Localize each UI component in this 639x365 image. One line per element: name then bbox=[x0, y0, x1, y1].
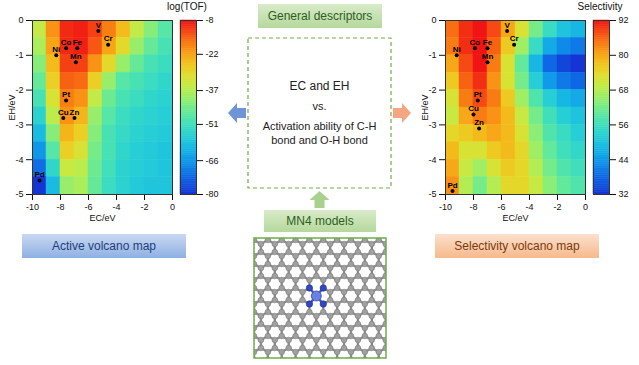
html-text:Activation ability of C-H bond: Activation ability of C-H bond and O-H b… bbox=[262, 120, 377, 146]
svg-text:-2: -2 bbox=[140, 202, 148, 212]
svg-text:V: V bbox=[504, 21, 510, 30]
svg-text:-8: -8 bbox=[469, 202, 477, 212]
svg-text:-1: -1 bbox=[15, 50, 23, 60]
svg-text:56: 56 bbox=[619, 120, 629, 130]
html-text:Selectivity volcano map: Selectivity volcano map bbox=[454, 239, 580, 253]
svg-text:Cr: Cr bbox=[104, 34, 113, 43]
svg-text:-8: -8 bbox=[206, 15, 214, 25]
svg-text:-2: -2 bbox=[428, 85, 436, 95]
svg-text:Zn: Zn bbox=[70, 108, 80, 117]
svg-text:92: 92 bbox=[619, 15, 629, 25]
html-text:Active volcano map: Active volcano map bbox=[52, 239, 156, 253]
svg-text:-3: -3 bbox=[428, 119, 437, 130]
svg-text:-4: -4 bbox=[15, 155, 23, 165]
svg-text:Zn: Zn bbox=[474, 118, 484, 127]
svg-text:Cu: Cu bbox=[468, 104, 479, 113]
svg-text:-51: -51 bbox=[206, 119, 219, 129]
svg-text:Cu: Cu bbox=[58, 108, 69, 117]
svg-text:-5: -5 bbox=[428, 189, 436, 199]
svg-text:EH/eV: EH/eV bbox=[7, 94, 17, 120]
svg-text:-22: -22 bbox=[206, 49, 219, 59]
svg-text:-4: -4 bbox=[525, 202, 533, 212]
svg-text:-10: -10 bbox=[439, 202, 452, 212]
svg-text:0: 0 bbox=[431, 15, 436, 25]
svg-text:Pt: Pt bbox=[474, 90, 482, 99]
svg-text:32: 32 bbox=[619, 189, 629, 199]
svg-text:80: 80 bbox=[619, 50, 629, 60]
svg-text:44: 44 bbox=[619, 155, 629, 165]
svg-text:EC/eV: EC/eV bbox=[502, 213, 528, 223]
svg-text:EH/eV: EH/eV bbox=[420, 94, 430, 120]
html-text:General descriptors: General descriptors bbox=[267, 9, 373, 23]
svg-text:-4: -4 bbox=[428, 155, 436, 165]
svg-text:Co: Co bbox=[61, 38, 72, 47]
svg-text:EC/eV: EC/eV bbox=[89, 213, 115, 223]
svg-text:-8: -8 bbox=[56, 202, 64, 212]
html-text:log(TOF): log(TOF) bbox=[167, 1, 207, 12]
svg-text:-4: -4 bbox=[112, 202, 120, 212]
html-text:vs.: vs. bbox=[312, 100, 327, 112]
svg-text:0: 0 bbox=[18, 15, 23, 25]
svg-text:-80: -80 bbox=[206, 189, 219, 199]
svg-text:Mn: Mn bbox=[482, 52, 494, 61]
svg-text:-2: -2 bbox=[553, 202, 561, 212]
svg-text:Pd: Pd bbox=[447, 181, 457, 190]
svg-text:Co: Co bbox=[470, 38, 481, 47]
html-text:MN4 models: MN4 models bbox=[286, 214, 354, 228]
svg-text:-37: -37 bbox=[206, 85, 219, 95]
svg-text:Mn: Mn bbox=[70, 52, 82, 61]
svg-text:0: 0 bbox=[583, 202, 588, 212]
svg-text:0: 0 bbox=[170, 202, 175, 212]
svg-text:Pd: Pd bbox=[34, 170, 44, 179]
svg-text:Pt: Pt bbox=[62, 90, 70, 99]
svg-text:Ni: Ni bbox=[52, 45, 60, 54]
svg-text:-2: -2 bbox=[15, 85, 23, 95]
svg-text:68: 68 bbox=[619, 85, 629, 95]
svg-text:-6: -6 bbox=[84, 202, 92, 212]
svg-text:-66: -66 bbox=[206, 156, 219, 166]
svg-text:-1: -1 bbox=[428, 50, 436, 60]
svg-text:Fe: Fe bbox=[73, 38, 83, 47]
html-text:EC and EH: EC and EH bbox=[289, 79, 350, 93]
svg-text:Fe: Fe bbox=[483, 38, 493, 47]
svg-text:-6: -6 bbox=[497, 202, 505, 212]
html-text:Selectivity: Selectivity bbox=[577, 1, 623, 12]
svg-text:Ni: Ni bbox=[453, 45, 461, 54]
svg-text:-10: -10 bbox=[26, 202, 39, 212]
svg-text:V: V bbox=[96, 21, 102, 30]
svg-text:-3: -3 bbox=[15, 119, 24, 130]
svg-text:-5: -5 bbox=[15, 189, 23, 199]
svg-text:Cr: Cr bbox=[510, 34, 519, 43]
